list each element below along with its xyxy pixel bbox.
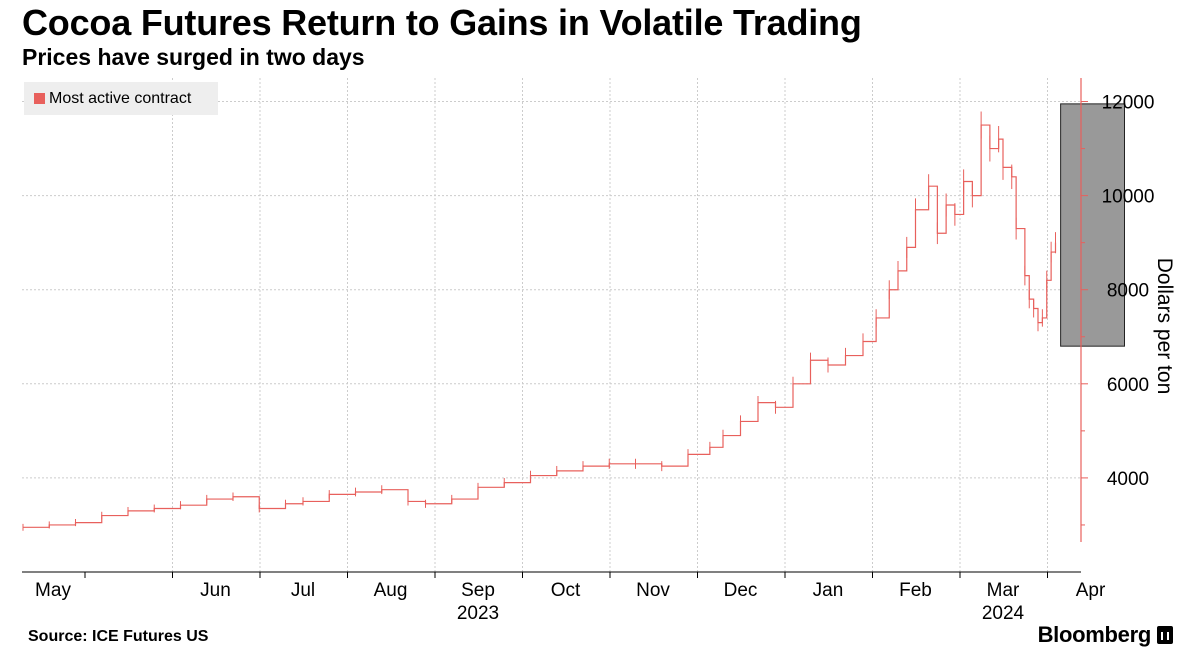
x-tick-label: Oct [551,580,581,601]
highlight-box [1060,103,1125,347]
x-year-label: 2023 [457,603,499,624]
x-tick-label: Jun [200,580,231,601]
x-year-label: 2024 [982,603,1025,624]
y-tick-label: 8000 [1107,281,1149,302]
x-tick-label: Sep [461,580,495,601]
x-tick-label: Aug [374,580,408,601]
x-tick-label: Feb [899,580,932,601]
y-tick-label: 4000 [1107,469,1149,490]
x-tick-label: Jan [813,580,844,601]
y-tick-label: 10000 [1102,187,1155,208]
x-tick-label: Apr [1076,580,1106,601]
brand: Bloomberg [1038,622,1173,648]
legend-swatch [34,93,45,104]
legend-label: Most active contract [49,89,192,107]
legend: Most active contract [24,82,218,115]
y-tick-label: 6000 [1107,375,1149,396]
series-layer [22,111,1057,531]
source-note: Source: ICE Futures US [28,628,209,645]
chart-subtitle: Prices have surged in two days [22,44,365,70]
bloomberg-logo-icon [1157,626,1173,644]
chart-title: Cocoa Futures Return to Gains in Volatil… [22,2,862,43]
grid-layer [22,78,1081,572]
x-tick-label: Jul [291,580,315,601]
brand-name: Bloomberg [1037,622,1152,647]
y-tick-label: 12000 [1102,93,1155,114]
x-tick-label: Dec [724,580,758,601]
x-tick-label: Nov [636,580,670,601]
x-tick-label: May [35,580,71,601]
axis-layer: 4000 6000 8000 10000 12000 May Jun Jul Aug Sep Oct… [22,78,1154,624]
y-axis-label: Dollars per ton [1153,258,1176,395]
series-line [23,124,1057,528]
x-tick-label: Mar [987,580,1020,601]
